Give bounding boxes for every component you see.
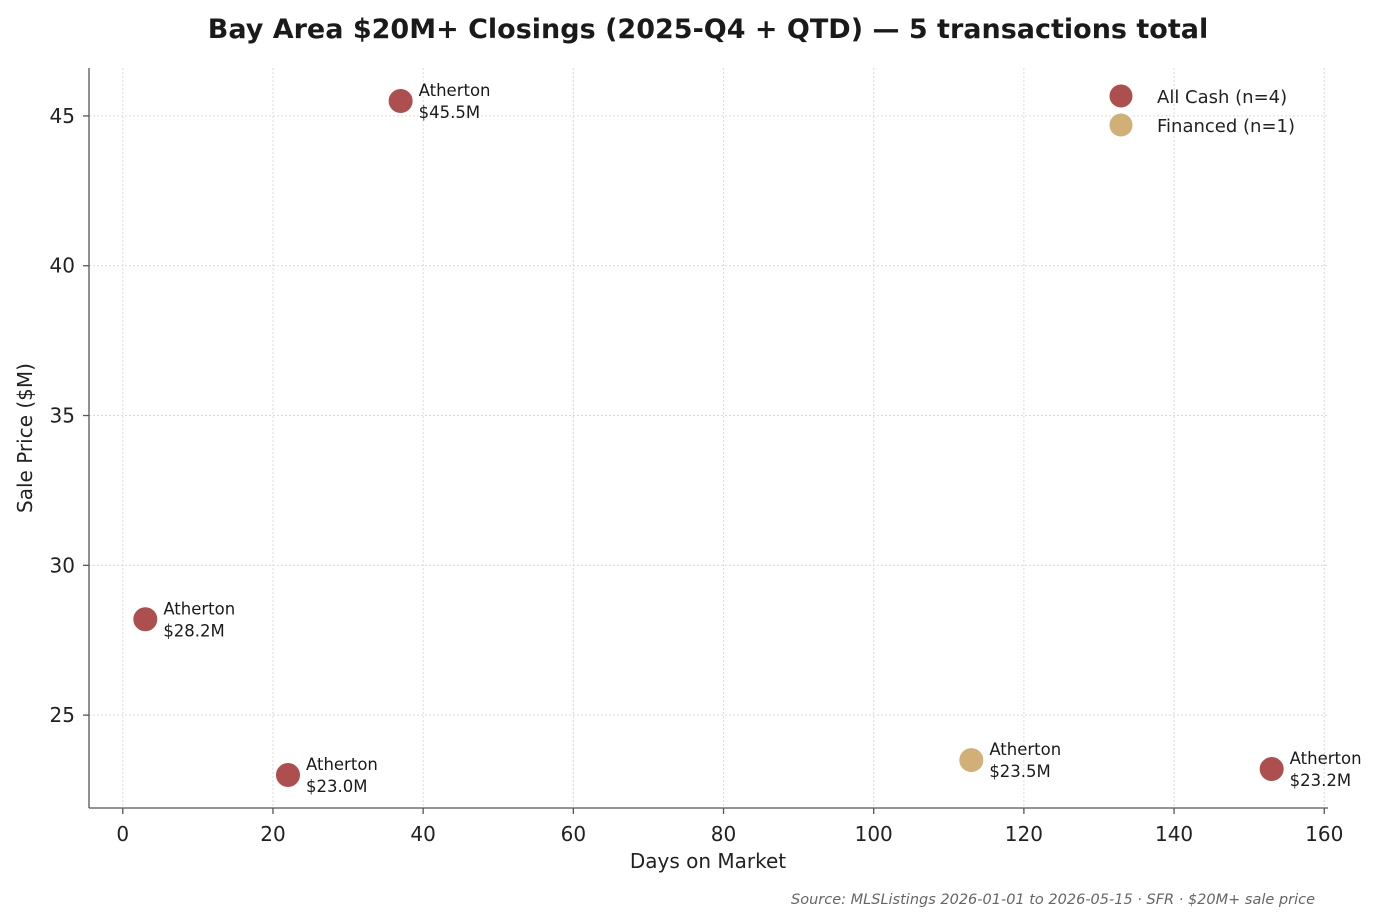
point-city-label-s0-3: Atherton (1290, 749, 1362, 768)
grid-layer (89, 68, 1328, 808)
points-layer: Atherton $45.5M Atherton $28.2M Atherton $23.… (131, 81, 1362, 796)
x-tick-label-4: 80 (711, 822, 736, 846)
y-axis-title: Sale Price ($M) (13, 363, 37, 513)
x-tick-label-8: 160 (1305, 822, 1343, 846)
y-tick-label-4: 45 (50, 104, 75, 128)
data-point-s0-2 (273, 761, 302, 790)
source-note: Source: MLSListings 2026-01-01 to 2026-0… (791, 892, 1315, 908)
y-tick-label-0: 25 (50, 703, 75, 727)
point-price-label-s0-1: $28.2M (163, 621, 224, 640)
point-city-label-s1-0: Atherton (989, 740, 1061, 759)
chart-title: Bay Area $20M+ Closings (2025-Q4 + QTD) … (208, 14, 1209, 45)
x-tick-label-1: 20 (260, 822, 285, 846)
y-tick-label-2: 35 (50, 404, 75, 428)
point-price-label-s0-3: $23.2M (1290, 771, 1351, 790)
point-price-label-s1-0: $23.5M (989, 762, 1050, 781)
x-tick-label-7: 140 (1155, 822, 1193, 846)
x-tick-label-0: 0 (116, 822, 129, 846)
y-tick-label-3: 40 (50, 254, 75, 278)
data-point-s0-1 (131, 605, 160, 634)
point-city-label-s0-1: Atherton (163, 599, 235, 618)
y-tick-label-1: 30 (50, 553, 75, 577)
x-tick-label-3: 60 (561, 822, 586, 846)
point-price-label-s0-2: $23.0M (306, 777, 367, 796)
legend-label-0: All Cash (n=4) (1157, 87, 1287, 108)
data-point-s0-3 (1257, 755, 1286, 784)
point-city-label-s0-0: Atherton (419, 81, 491, 100)
point-price-label-s0-0: $45.5M (419, 103, 480, 122)
x-tick-label-6: 120 (1005, 822, 1043, 846)
legend-marker-1 (1107, 111, 1135, 139)
axes-layer: 0 20 40 60 80 100 120 140 160 25 30 35 40 45 (50, 68, 1343, 846)
x-tick-label-5: 100 (855, 822, 893, 846)
x-axis-title: Days on Market (630, 849, 786, 873)
point-city-label-s0-2: Atherton (306, 755, 378, 774)
data-point-s1-0 (957, 746, 986, 775)
legend-marker-0 (1107, 82, 1135, 110)
legend: All Cash (n=4) Financed (n=1) (1107, 82, 1295, 139)
data-point-s0-0 (386, 86, 415, 115)
legend-label-1: Financed (n=1) (1157, 116, 1295, 137)
x-tick-label-2: 40 (410, 822, 435, 846)
